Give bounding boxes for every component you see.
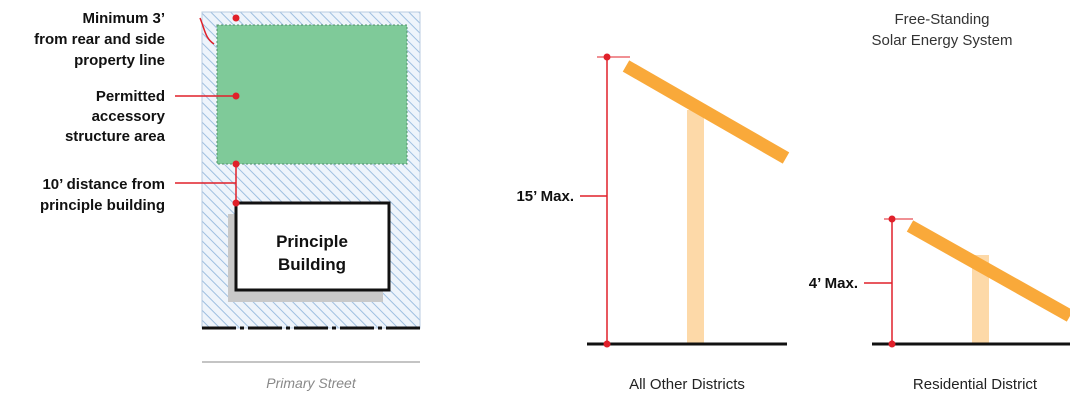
site-plan: Principle Building Primary Street Minimu… <box>34 10 421 391</box>
setback-point <box>232 14 240 22</box>
callout-setback-line2: from rear and side <box>34 31 165 48</box>
max-label: 15’ Max. <box>516 188 574 205</box>
district-caption: All Other Districts <box>629 376 745 393</box>
accessory-point <box>232 92 240 100</box>
max-label: 4’ Max. <box>809 275 858 292</box>
accessory-structure-area <box>216 24 408 165</box>
callout-accessory-line1: Permitted <box>96 88 165 105</box>
district-caption: Residential District <box>913 376 1038 393</box>
callout-distance-line2: principle building <box>40 197 165 214</box>
elevation-all-other-districts: 15’ Max. All Other Districts <box>516 53 790 393</box>
principle-building <box>234 201 391 292</box>
solar-panel <box>622 60 790 164</box>
elevation-residential-district: 4’ Max. Residential District <box>809 215 1070 393</box>
building-label-line2: Building <box>278 255 346 274</box>
solar-panel <box>906 220 1070 322</box>
callout-setback-line1: Minimum 3’ <box>82 10 165 27</box>
distance-point-top <box>232 160 240 168</box>
distance-point-bottom <box>232 199 240 207</box>
elevation-title-line2: Solar Energy System <box>872 32 1013 49</box>
support-post <box>687 110 704 344</box>
callout-accessory-line2: accessory <box>92 108 166 125</box>
height-point-bottom <box>603 340 611 348</box>
building-label-line1: Principle <box>276 232 348 251</box>
callout-setback-leader <box>199 17 215 45</box>
support-post <box>972 255 989 344</box>
height-point-bottom <box>888 340 896 348</box>
street-label: Primary Street <box>266 375 357 391</box>
callout-distance-line1: 10’ distance from <box>42 176 165 193</box>
height-point-top <box>888 215 896 223</box>
callout-accessory-line3: structure area <box>65 128 166 145</box>
elevation-title-line1: Free-Standing <box>894 11 989 28</box>
height-point-top <box>603 53 611 61</box>
callout-setback-line3: property line <box>74 52 165 69</box>
